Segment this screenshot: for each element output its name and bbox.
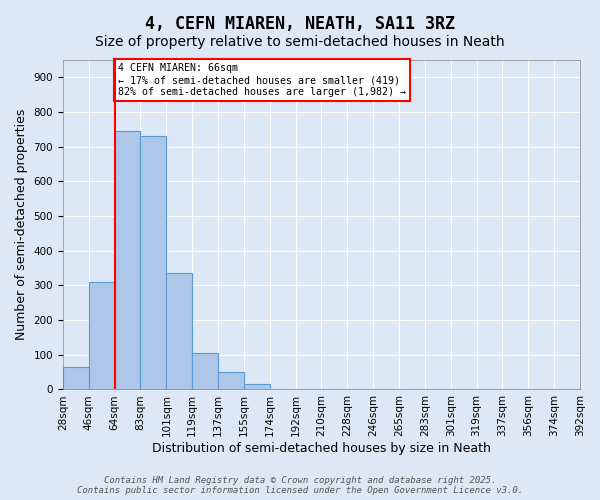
Bar [115,131,140,390]
Bar [192,353,218,390]
Bar [218,372,244,390]
Text: Contains HM Land Registry data © Crown copyright and database right 2025.
Contai: Contains HM Land Registry data © Crown c… [77,476,523,495]
Text: 4, CEFN MIAREN, NEATH, SA11 3RZ: 4, CEFN MIAREN, NEATH, SA11 3RZ [145,15,455,33]
Bar [89,282,115,390]
Bar [166,274,192,390]
Bar [63,367,89,390]
Text: 4 CEFN MIAREN: 66sqm
← 17% of semi-detached houses are smaller (419)
82% of semi: 4 CEFN MIAREN: 66sqm ← 17% of semi-detac… [118,64,406,96]
Y-axis label: Number of semi-detached properties: Number of semi-detached properties [15,109,28,340]
Text: Size of property relative to semi-detached houses in Neath: Size of property relative to semi-detach… [95,35,505,49]
Bar [244,384,270,390]
Bar [140,136,166,390]
X-axis label: Distribution of semi-detached houses by size in Neath: Distribution of semi-detached houses by … [152,442,491,455]
